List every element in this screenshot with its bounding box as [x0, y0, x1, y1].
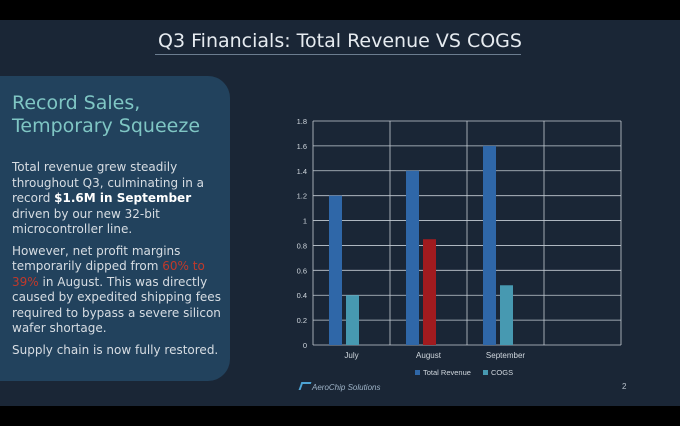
bar-cogs-0	[346, 295, 359, 345]
y-tick-label: 0.2	[297, 316, 307, 325]
legend-label: Total Revenue	[423, 368, 471, 375]
y-tick-label: 0.6	[297, 266, 307, 275]
chart-x-labels: July August September	[344, 351, 525, 360]
logo-mark-icon	[298, 382, 312, 390]
y-tick-label: 0.4	[297, 291, 307, 300]
margin-change-highlight: 60% to 39%	[12, 259, 205, 289]
slide-title: Q3 Financials: Total Revenue VS COGS	[158, 30, 522, 52]
y-tick-label: 1.2	[297, 192, 307, 201]
panel-body: Total revenue grew steadily throughout Q…	[12, 160, 224, 364]
paragraph-3: Supply chain is now fully restored.	[12, 342, 219, 357]
y-tick-label: 1	[303, 217, 307, 226]
legend-swatch	[415, 370, 420, 375]
y-tick-label: 0.8	[297, 241, 307, 250]
paragraph-1: Total revenue grew steadily throughout Q…	[12, 160, 224, 238]
chart-legend: Total Revenue COGS	[415, 368, 513, 375]
logo-text: AeroChip Solutions	[312, 383, 381, 392]
summary-panel: Record Sales, Temporary Squeeze Total re…	[0, 76, 230, 381]
p2-text-b: in August. This was directly caused by e…	[12, 274, 221, 336]
title-underline	[155, 54, 521, 55]
y-tick-label: 1.8	[297, 117, 307, 126]
p1-text-b: driven by our new 32-bit microcontroller…	[12, 206, 160, 237]
bar-cogs-2	[500, 285, 513, 345]
panel-heading: Record Sales, Temporary Squeeze	[12, 92, 201, 137]
paragraph-2: However, net profit margins temporarily …	[12, 244, 224, 337]
y-tick-label: 0	[303, 341, 307, 350]
slide: Q3 Financials: Total Revenue VS COGS Rec…	[0, 20, 680, 406]
x-tick-label: August	[416, 351, 442, 360]
page-number: 2	[622, 382, 627, 391]
bar-cogs-1	[423, 239, 436, 345]
chart-gridlines	[312, 120, 622, 346]
y-tick-label: 1.4	[297, 167, 307, 176]
legend-label: COGS	[491, 368, 513, 375]
x-tick-label: September	[486, 351, 525, 360]
revenue-cogs-chart: 0 0.2 0.4 0.6 0.8 1 1.2 1.4 1.6 1.8 July August Sep…	[297, 117, 622, 375]
bar-revenue-0	[329, 195, 342, 345]
p1-bold: $1.6M in September	[54, 191, 192, 205]
chart-bars	[329, 145, 513, 345]
chart-y-ticks: 0 0.2 0.4 0.6 0.8 1 1.2 1.4 1.6 1.8	[297, 117, 307, 350]
company-logo: AeroChip Solutions	[298, 382, 381, 392]
y-tick-label: 1.6	[297, 142, 307, 151]
bar-revenue-1	[406, 170, 419, 345]
p2-text-a: However, net profit margins temporarily …	[12, 243, 181, 274]
p1-text-a: Total revenue grew steadily throughout Q…	[12, 160, 205, 205]
bar-revenue-2	[483, 145, 496, 345]
x-tick-label: July	[344, 351, 358, 360]
legend-swatch	[483, 370, 488, 375]
